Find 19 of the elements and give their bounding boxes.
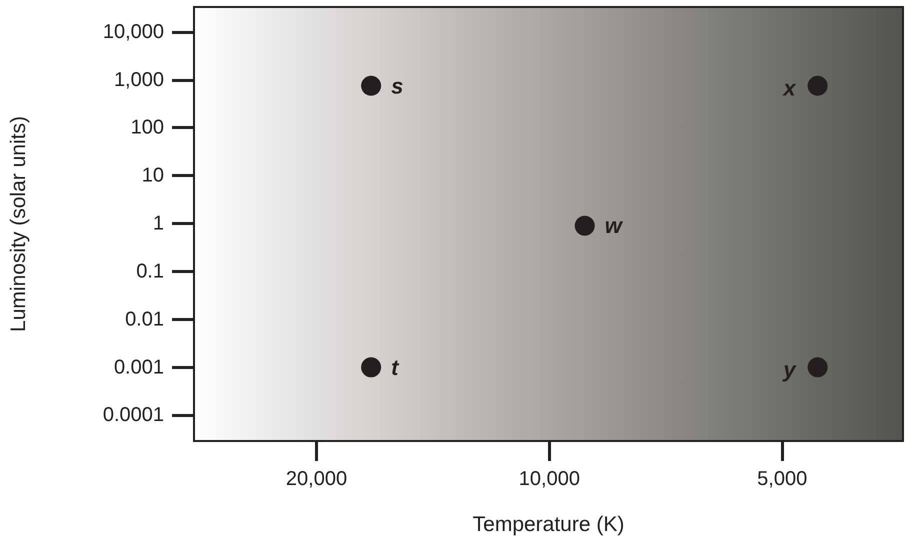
y-tick-label: 0.1: [136, 260, 164, 282]
x-axis-title: Temperature (K): [472, 513, 624, 536]
annotation: x: [782, 75, 796, 100]
x-tick-label: 10,000: [518, 468, 580, 490]
annotation: y: [782, 356, 798, 382]
y-axis-title: Luminosity (solar units): [7, 116, 30, 332]
y-tick-label: 0.001: [114, 356, 164, 378]
y-tick-label: 10,000: [102, 20, 164, 43]
y-tick-label: 10: [142, 164, 164, 187]
y-tick-label: 0.0001: [102, 404, 164, 426]
y-tick-label: 0.01: [125, 308, 164, 330]
x-tick-label: 5,000: [757, 468, 808, 490]
y-tick-label: 1: [152, 212, 164, 235]
y-tick-label: 1,000: [114, 68, 164, 91]
annotation: t: [391, 354, 400, 380]
annotation: s: [391, 73, 404, 98]
annotation: w: [604, 213, 624, 238]
y-tick-label: 100: [130, 116, 164, 139]
x-tick-label: 20,000: [286, 468, 348, 490]
